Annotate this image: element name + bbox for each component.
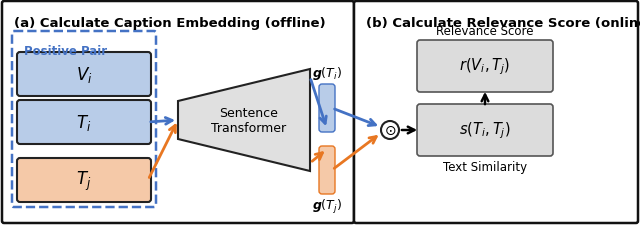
FancyBboxPatch shape [2, 2, 354, 223]
Circle shape [381, 122, 399, 139]
FancyBboxPatch shape [417, 105, 553, 156]
Text: Text Similarity: Text Similarity [443, 160, 527, 173]
FancyBboxPatch shape [319, 85, 335, 132]
Text: $r(V_i, T_j)$: $r(V_i, T_j)$ [460, 56, 511, 77]
Text: $\boldsymbol{g}(T_j)$: $\boldsymbol{g}(T_j)$ [312, 197, 342, 215]
Text: (b) Calculate Relevance Score (online): (b) Calculate Relevance Score (online) [366, 17, 640, 30]
FancyBboxPatch shape [319, 146, 335, 194]
Text: $\boldsymbol{g}(T_i)$: $\boldsymbol{g}(T_i)$ [312, 65, 342, 82]
Text: $\odot$: $\odot$ [384, 124, 396, 137]
Text: Relevance Score: Relevance Score [436, 25, 534, 38]
Text: Sentence
Transformer: Sentence Transformer [211, 106, 287, 134]
Text: $T_i$: $T_i$ [76, 112, 92, 132]
FancyBboxPatch shape [17, 53, 151, 97]
FancyBboxPatch shape [17, 158, 151, 202]
FancyBboxPatch shape [354, 2, 638, 223]
Text: $s(T_i, T_j)$: $s(T_i, T_j)$ [459, 120, 511, 141]
FancyBboxPatch shape [17, 101, 151, 144]
Text: (a) Calculate Caption Embedding (offline): (a) Calculate Caption Embedding (offline… [14, 17, 326, 30]
Text: $T_j$: $T_j$ [76, 169, 92, 192]
FancyBboxPatch shape [12, 32, 156, 207]
Text: $V_i$: $V_i$ [76, 65, 92, 85]
FancyBboxPatch shape [417, 41, 553, 93]
Polygon shape [178, 70, 310, 171]
Text: Positive Pair: Positive Pair [24, 45, 107, 58]
